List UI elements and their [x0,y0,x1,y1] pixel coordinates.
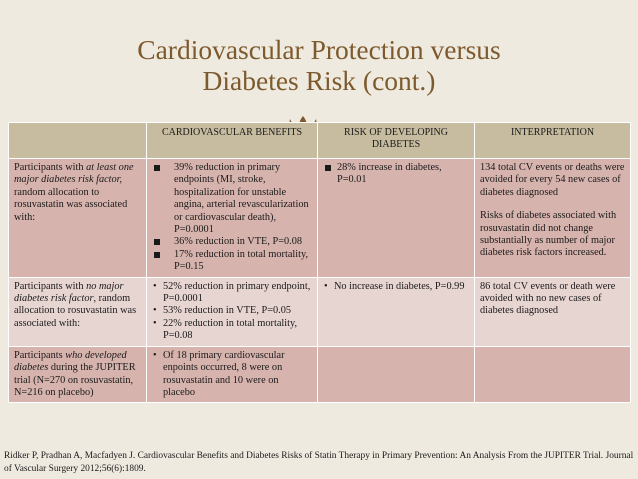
interpretation-cell [474,345,631,404]
group-label-text: during the JUPITER trial (N=270 on rosuv… [14,362,136,398]
list-item-text: 17% reduction in total mortality, P=0.15 [174,248,309,273]
list-item: 36% reduction in VTE, P=0.08 [152,236,312,248]
square-bullet-icon [154,239,160,246]
list-item: • 52% reduction in primary endpoint, P=0.… [152,281,312,306]
list-item-text: No increase in diabetes, P=0.99 [334,280,465,292]
table-row: Participants with no major diabetes risk… [8,276,631,347]
group-label-emphasis: at least one major diabetes risk factor, [14,162,134,186]
round-bullet-icon: • [153,280,157,292]
row-group-label: Participants with no major diabetes risk… [8,276,147,347]
group-label-text: random allocation to rosuvastatin was as… [14,186,128,223]
diabetes-risk-cell: • No increase in diabetes, P=0.99 [317,276,475,347]
list-item: 28% increase in diabetes, P=0.01 [323,162,469,187]
round-bullet-icon: • [153,305,157,317]
group-label-emphasis: who developed diabetes [14,349,127,374]
round-bullet-icon: • [153,317,157,329]
list-item-text: 39% reduction in primary endpoints (MI, … [174,162,309,236]
interpretation-cell: 86 total CV events or death were avoided… [474,276,631,347]
diabetes-risk-cell [317,345,475,404]
row-group-label: Participants with at least one major dia… [8,158,147,278]
benefits-cell: • 52% reduction in primary endpoint, P=0.… [146,276,318,347]
list-item-text: 22% reduction in total mortality, P=0.08 [163,317,298,342]
benefits-cell: • Of 18 primary cardiovascular enpoints o… [146,345,318,404]
round-bullet-icon: • [324,280,328,292]
square-bullet-icon [325,165,331,171]
list-item-text: 28% increase in diabetes, P=0.01 [337,162,442,186]
list-item: • 53% reduction in VTE, P=0.05 [152,305,312,317]
list-item: • Of 18 primary cardiovascular enpoints o… [152,350,312,400]
group-label-text: Participants [14,349,66,361]
group-label-text: Participants with [14,162,87,173]
slide-title-line-1: Cardiovascular Protection versus [137,34,501,65]
header-interpretation: INTERPRETATION [474,122,631,159]
list-item-text: 53% reduction in VTE, P=0.05 [163,305,292,317]
interpretation-cell: 134 total CV events or deaths were avoid… [474,158,631,278]
list-item-text: 36% reduction in VTE, P=0.08 [174,236,303,248]
group-label-emphasis: no major diabetes risk factor [14,280,124,305]
table-row: Participants with at least one major dia… [8,158,631,278]
list-item: • No increase in diabetes, P=0.99 [323,281,469,293]
diabetes-risk-cell: 28% increase in diabetes, P=0.01 [317,158,475,278]
row-group-label: Participants who developed diabetes duri… [8,345,147,404]
group-label-text: , random allocation to rosuvastatin was … [14,293,137,329]
group-label-text: Participants with [14,280,87,292]
list-item: 39% reduction in primary endpoints (MI, … [152,162,312,236]
interpretation-text: 86 total CV events or death were avoided… [480,280,616,317]
header-risk-of-diabetes: RISK OF DEVELOPING DIABETES [317,122,475,159]
citation: Ridker P, Pradhan A, Macfadyen J. Cardio… [4,451,634,474]
interpretation-text: Risks of diabetes associated with rosuva… [480,210,617,259]
square-bullet-icon [154,165,160,171]
header-cardiovascular-benefits: CARDIOVASCULAR BENEFITS [146,122,318,159]
comparison-table: CARDIOVASCULAR BENEFITS RISK OF DEVELOPI… [8,122,631,404]
table-row: Participants who developed diabetes duri… [8,345,631,404]
benefits-cell: 39% reduction in primary endpoints (MI, … [146,158,318,278]
slide-title: Cardiovascular Protection versus Diabete… [0,34,638,96]
list-item-text: Of 18 primary cardiovascular enpoints oc… [163,349,285,398]
table-header-row: CARDIOVASCULAR BENEFITS RISK OF DEVELOPI… [8,122,631,159]
square-bullet-icon [154,251,160,258]
slide-title-line-2: Diabetes Risk (cont.) [202,65,436,96]
interpretation-text: 134 total CV events or deaths were avoid… [480,162,625,198]
list-item-text: 52% reduction in primary endpoint, P=0.0… [163,280,311,305]
round-bullet-icon: • [153,349,157,361]
list-item: 17% reduction in total mortality, P=0.15 [152,249,312,274]
header-blank [8,122,147,159]
list-item: • 22% reduction in total mortality, P=0.0… [152,318,312,343]
